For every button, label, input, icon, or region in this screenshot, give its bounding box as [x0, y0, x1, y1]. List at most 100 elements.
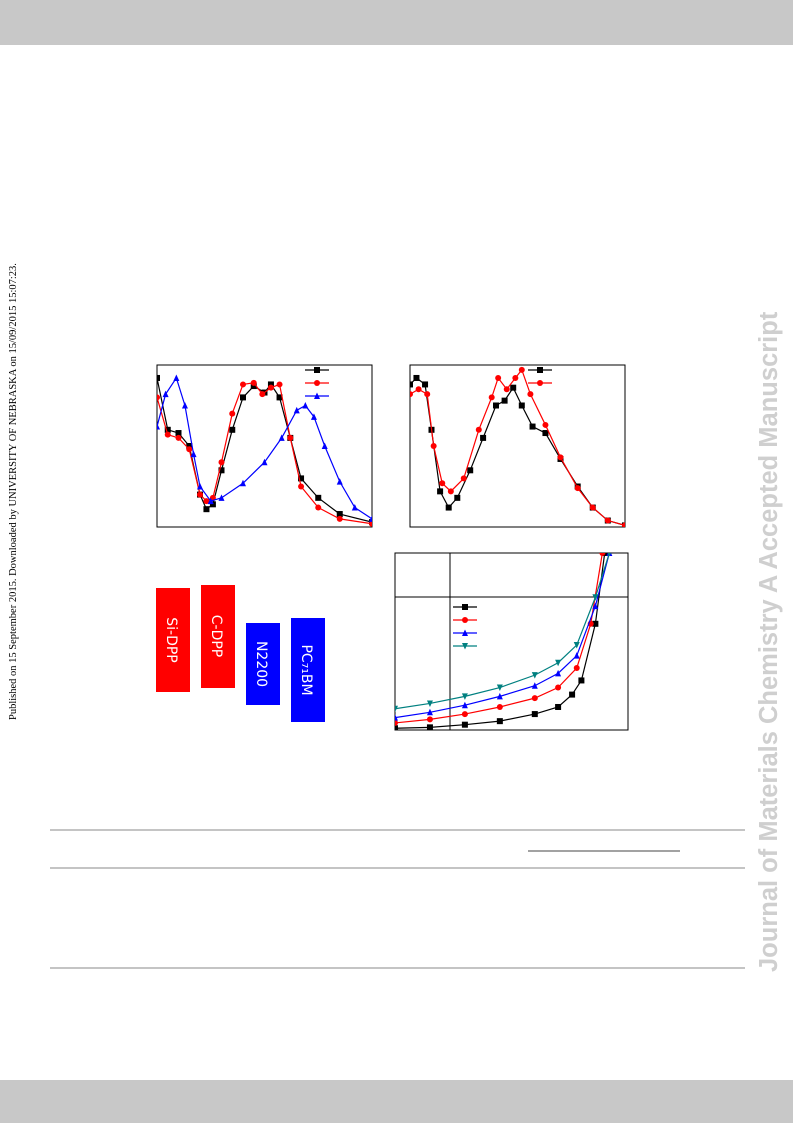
marker [592, 620, 599, 627]
marker [555, 703, 562, 710]
marker [527, 391, 534, 398]
marker [336, 478, 343, 485]
marker [426, 724, 433, 730]
marker [480, 434, 487, 441]
marker [395, 725, 398, 730]
marker [607, 553, 611, 557]
marker [488, 394, 495, 401]
marker [426, 716, 433, 723]
side-note: Published on 15 September 2015. Download… [8, 263, 19, 720]
marker [293, 406, 300, 414]
marker [573, 652, 580, 659]
marker [461, 693, 468, 700]
series-line [157, 376, 372, 520]
energy-bar [201, 585, 235, 688]
marker [240, 394, 246, 401]
marker [287, 434, 294, 441]
plot-frame [409, 364, 626, 528]
header-bar [0, 0, 793, 45]
marker [447, 488, 454, 495]
marker [190, 450, 197, 458]
marker [625, 515, 631, 522]
marker [351, 504, 358, 511]
plot-area [157, 374, 372, 527]
footer-bar [0, 1080, 793, 1123]
marker [542, 430, 549, 437]
marker [250, 379, 257, 386]
marker [315, 494, 322, 501]
marker [592, 602, 599, 610]
legend-marker [314, 367, 320, 373]
marker [426, 708, 433, 716]
series-line [410, 368, 625, 526]
series-line [157, 382, 372, 525]
marker [197, 491, 203, 498]
legend-marker [314, 380, 320, 386]
marker [599, 553, 606, 556]
series-line [410, 377, 625, 526]
marker [175, 434, 182, 441]
series-line [395, 553, 610, 719]
marker [495, 374, 502, 381]
marker [557, 454, 564, 461]
marker [461, 721, 468, 728]
marker [240, 381, 246, 388]
marker [157, 423, 160, 430]
marker [445, 504, 452, 511]
marker [395, 714, 398, 721]
marker [229, 410, 236, 417]
marker [395, 705, 398, 713]
marker [267, 381, 274, 388]
marker [531, 695, 538, 702]
marker [555, 659, 562, 667]
marker [310, 413, 317, 420]
marker [439, 480, 446, 487]
marker [302, 402, 309, 409]
marker [422, 381, 429, 388]
marker [175, 430, 182, 437]
marker [197, 483, 203, 490]
marker [203, 506, 210, 513]
marker [503, 386, 510, 393]
marker [437, 488, 444, 495]
watermark: Journal of Materials Chemistry A Accepte… [755, 311, 783, 972]
legend-marker [537, 380, 543, 386]
legend-marker [462, 604, 468, 610]
marker [229, 426, 236, 433]
marker [218, 494, 225, 501]
marker [461, 711, 468, 718]
marker [261, 458, 268, 466]
marker [369, 520, 372, 527]
marker [622, 522, 625, 527]
marker [501, 397, 508, 404]
marker [573, 665, 580, 672]
marker [186, 446, 193, 453]
marker [267, 384, 274, 391]
marker [493, 402, 499, 409]
marker [467, 467, 474, 474]
legend-marker [537, 367, 543, 373]
marker [496, 703, 503, 710]
marker [461, 701, 468, 709]
marker [218, 467, 225, 474]
energy-label: C-DPP [208, 615, 224, 658]
marker [589, 504, 596, 511]
series-line [395, 553, 611, 710]
marker [209, 501, 216, 508]
marker [574, 485, 581, 492]
marker [531, 711, 538, 718]
energy-bar [246, 623, 280, 705]
marker [173, 374, 180, 381]
marker [496, 718, 503, 725]
marker [426, 700, 433, 707]
marker [157, 374, 160, 381]
marker [186, 443, 193, 449]
marker [430, 443, 437, 449]
marker [181, 402, 188, 409]
plot-frame [156, 364, 373, 528]
marker [415, 386, 422, 393]
marker [321, 442, 328, 449]
marker [475, 426, 482, 433]
